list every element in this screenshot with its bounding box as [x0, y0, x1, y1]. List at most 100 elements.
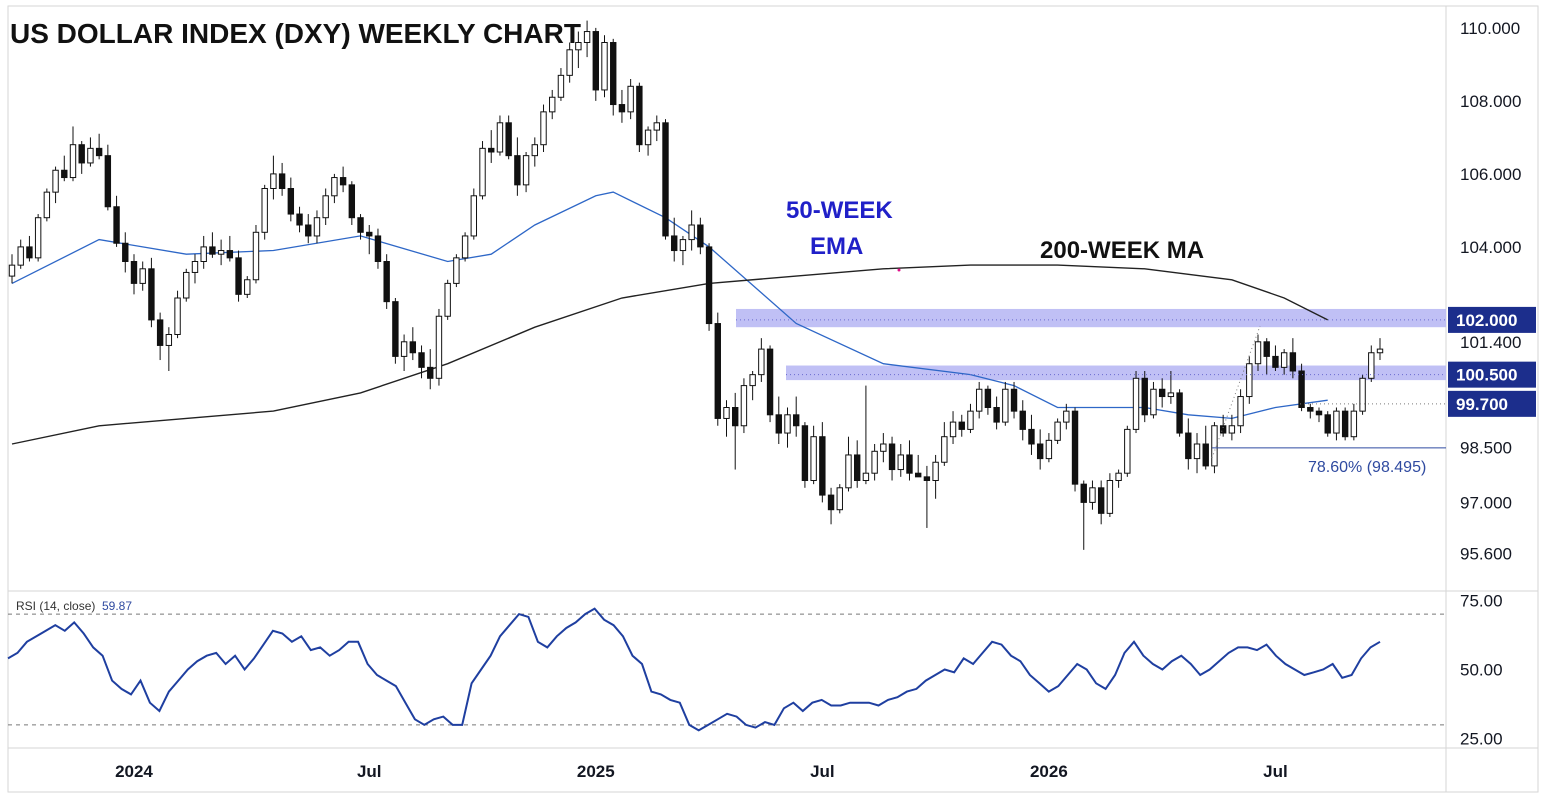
- candle: [627, 79, 634, 120]
- candle: [148, 257, 155, 328]
- candle: [653, 115, 660, 142]
- rsi-tick-label: 50.00: [1460, 661, 1503, 680]
- candle-body-up: [461, 235, 469, 259]
- candle-body-up: [845, 454, 852, 489]
- candle: [644, 126, 652, 156]
- candle: [78, 141, 85, 174]
- candle: [549, 89, 556, 120]
- candle-body-up: [975, 388, 983, 412]
- candle: [1036, 429, 1044, 470]
- candle-body-up: [1063, 410, 1070, 423]
- candle-body-up: [836, 487, 843, 511]
- candle: [8, 254, 16, 284]
- candle-body-down: [305, 224, 312, 237]
- candle: [113, 195, 120, 247]
- price-badge-box: [1448, 361, 1536, 388]
- candle: [1097, 480, 1105, 525]
- candle-body-up: [1254, 341, 1262, 365]
- candle-body-down: [130, 261, 138, 284]
- candle: [1280, 349, 1288, 375]
- candle: [723, 400, 730, 437]
- price-tick-label: 95.600: [1460, 545, 1512, 564]
- candle-body-down: [514, 155, 521, 186]
- candle-body-up: [1132, 377, 1140, 430]
- candle-body-up: [470, 195, 478, 237]
- candle-body-up: [941, 436, 948, 463]
- candle: [339, 166, 347, 193]
- candle: [984, 385, 992, 415]
- candle: [923, 465, 931, 528]
- candle-body-up: [1376, 348, 1384, 354]
- candle-body-up: [8, 264, 16, 277]
- candle: [862, 385, 870, 485]
- candle: [313, 210, 321, 244]
- candle-body-down: [984, 388, 992, 408]
- candle-body-down: [766, 348, 774, 416]
- candle: [958, 414, 965, 437]
- candle: [156, 312, 164, 361]
- candle-body-down: [113, 206, 120, 244]
- candle-body-down: [427, 366, 434, 379]
- candle: [514, 137, 521, 196]
- candle: [949, 411, 957, 444]
- candle-body-up: [1280, 352, 1288, 368]
- candle: [104, 144, 112, 211]
- candle: [200, 235, 207, 269]
- candle-body-up: [522, 155, 530, 186]
- candle: [87, 137, 94, 167]
- candle: [331, 173, 338, 204]
- candle: [1089, 480, 1096, 510]
- candle-body-down: [801, 425, 809, 481]
- candle-body-up: [479, 147, 486, 197]
- candle-body-down: [287, 188, 295, 215]
- time-tick-label: 2025: [577, 762, 615, 781]
- candle: [775, 396, 782, 444]
- candle: [1193, 433, 1201, 474]
- candle-body-up: [862, 472, 870, 482]
- candle-body-up: [69, 144, 77, 179]
- candle-body-up: [1228, 425, 1236, 434]
- candle-body-up: [679, 239, 687, 252]
- candle-body-up: [575, 42, 582, 51]
- zone-0: [736, 308, 1446, 328]
- candle-body-down: [148, 268, 155, 321]
- candle: [17, 239, 24, 269]
- candle: [496, 115, 504, 156]
- candle-body-up: [566, 49, 573, 76]
- candle-body-down: [1202, 443, 1209, 467]
- candle-body-up: [261, 188, 268, 233]
- candle: [287, 177, 295, 222]
- candle: [1368, 345, 1375, 382]
- candle: [1054, 418, 1061, 444]
- time-axis: 2024 Jul 2025 Jul 2026 Jul: [115, 762, 1288, 781]
- candle-body-up: [871, 450, 878, 474]
- candle: [592, 27, 599, 101]
- candle-body-down: [104, 155, 112, 208]
- candle-body-down: [366, 231, 373, 237]
- candle-body-up: [165, 334, 173, 346]
- candle-body-up: [1124, 428, 1131, 474]
- candle-body-down: [1341, 410, 1349, 438]
- candle-body-down: [392, 301, 399, 357]
- candle: [322, 188, 329, 225]
- candle: [566, 42, 573, 83]
- candle: [1132, 371, 1140, 434]
- marker-dot: [897, 268, 901, 272]
- candle-body-down: [26, 246, 33, 259]
- candle: [740, 378, 748, 434]
- candle: [244, 276, 251, 298]
- candle: [941, 422, 948, 466]
- candle: [1359, 374, 1366, 415]
- price-badge: 99.700: [1448, 390, 1536, 417]
- candle-body-down: [78, 144, 85, 164]
- candle: [610, 38, 617, 116]
- candle: [470, 188, 478, 240]
- candle: [427, 349, 434, 390]
- candle: [1307, 403, 1314, 419]
- candle-body-up: [1237, 396, 1244, 427]
- candle-body-up: [784, 414, 791, 434]
- candle: [540, 104, 547, 152]
- candle: [975, 381, 983, 419]
- candle-body-up: [549, 96, 556, 113]
- candle-body-down: [1298, 370, 1305, 408]
